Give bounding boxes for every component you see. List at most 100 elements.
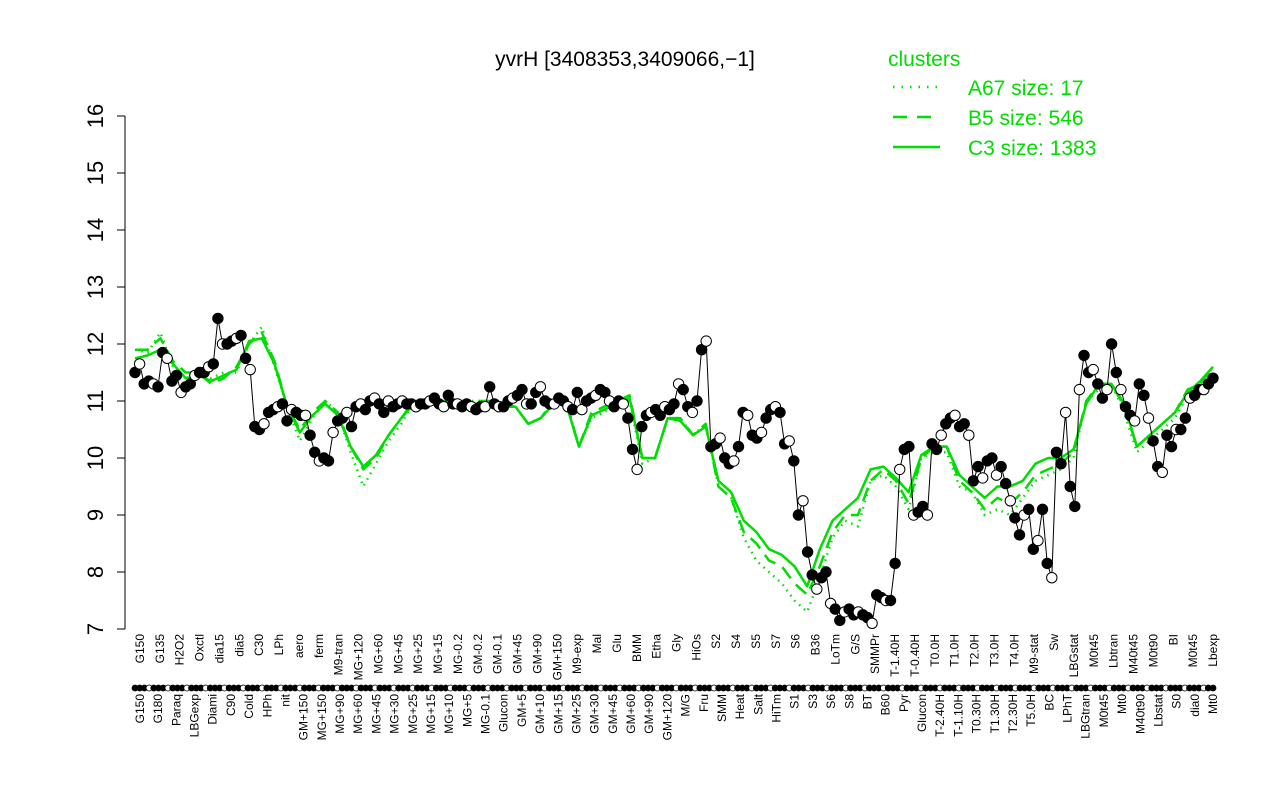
x-tick-label-bottom: SMM xyxy=(715,694,729,722)
x-tick-label-bottom: Diami xyxy=(206,694,220,725)
x-tick-label-top: MG+25 xyxy=(411,634,425,674)
data-point xyxy=(986,452,998,464)
x-tick-label-top: M9-stat xyxy=(1027,633,1041,674)
data-point xyxy=(742,409,754,421)
data-point xyxy=(516,383,528,396)
data-point xyxy=(1207,372,1219,384)
x-tick-label-top: S7 xyxy=(769,634,783,649)
data-point xyxy=(1161,429,1173,441)
x-tick-label-bottom: Cold xyxy=(242,694,256,719)
legend-label: C3 size: 1383 xyxy=(968,137,1096,160)
x-tick-label-bottom: GM+45 xyxy=(606,694,620,734)
x-tick-label-bottom: GM+25 xyxy=(570,694,584,734)
data-point xyxy=(1022,503,1035,515)
x-tick-label-bottom: M0t45 xyxy=(1097,694,1111,728)
x-tick-label-top: MG+15 xyxy=(431,634,445,674)
data-point xyxy=(1175,423,1187,436)
data-point xyxy=(1036,503,1049,515)
x-tick-label-top: Lbexp xyxy=(1206,634,1220,667)
data-point xyxy=(686,406,699,419)
data-point xyxy=(654,409,666,421)
x-tick-label-top: H2O2 xyxy=(173,634,187,666)
x-tick-label-top: M0t90 xyxy=(1146,634,1160,668)
legend-title: clusters xyxy=(888,48,960,71)
data-point xyxy=(281,415,293,427)
data-point xyxy=(930,443,943,456)
x-tick-label-top: GM+90 xyxy=(530,634,544,674)
x-tick-label-bottom: BC xyxy=(1042,694,1056,711)
data-point xyxy=(958,418,970,430)
data-point xyxy=(774,406,786,419)
data-point xyxy=(576,403,588,416)
x-tick-label-bottom: MG+90 xyxy=(333,694,347,734)
data-point xyxy=(677,383,689,396)
data-point xyxy=(820,566,832,578)
x-tick-label-bottom: Glucon xyxy=(915,694,929,732)
data-point xyxy=(1129,415,1141,427)
data-point xyxy=(1055,458,1067,470)
x-tick-label-bottom: G150 xyxy=(133,694,147,724)
x-tick-label-top: LPh xyxy=(272,634,286,655)
x-tick-label-bottom: B60 xyxy=(879,694,893,716)
x-tick-label-top: M9-tran xyxy=(332,634,346,675)
data-point xyxy=(884,594,897,607)
data-point xyxy=(636,420,648,433)
x-tick-label-top: T4.0H xyxy=(1007,634,1021,667)
data-point xyxy=(1000,477,1012,490)
data-point xyxy=(170,369,183,382)
data-point xyxy=(631,463,643,476)
data-point xyxy=(1059,406,1072,419)
x-tick-label-top: BI xyxy=(1166,634,1180,645)
data-point xyxy=(276,398,289,410)
y-axis: 7 8 9 10 11 12 13 14 15 16 xyxy=(83,104,126,635)
x-tick-label-bottom: GM+30 xyxy=(588,694,602,734)
x-tick-label-bottom: T-1.10H xyxy=(951,694,965,737)
x-tick-label-bottom: S6 xyxy=(824,694,838,709)
data-point xyxy=(1165,440,1178,453)
x-tick-label-top: M0t45 xyxy=(1186,634,1200,668)
x-axis-labels: G150 G135 H2O2 Oxctl dia15 dia5 C30 LPh aero ferm… xyxy=(131,633,1220,740)
data-point xyxy=(1138,389,1150,401)
data-point xyxy=(977,472,989,484)
x-tick-label-top: Sw xyxy=(1047,634,1061,651)
x-tick-label-bottom: C90 xyxy=(224,694,238,716)
data-point xyxy=(304,429,316,441)
data-point xyxy=(834,614,846,627)
data-point xyxy=(1046,572,1058,584)
y-tick-label: 13 xyxy=(83,275,108,299)
x-tick-label-top: T1.0H xyxy=(948,634,962,667)
data-point xyxy=(783,435,795,447)
x-tick-label-bottom: dia0 xyxy=(1188,694,1202,717)
data-point xyxy=(309,446,321,458)
y-tick-label: 9 xyxy=(83,509,108,521)
x-tick-label-bottom: Lbstat xyxy=(1151,693,1165,726)
data-point xyxy=(626,443,639,456)
x-tick-label-top: G150 xyxy=(133,634,147,664)
y-tick-label: 10 xyxy=(83,446,108,470)
data-point xyxy=(525,398,537,410)
data-point xyxy=(811,583,823,595)
data-point xyxy=(797,495,809,507)
data-point xyxy=(1147,435,1159,447)
data-point xyxy=(972,460,984,473)
data-point xyxy=(1027,543,1040,555)
cluster-line-solid xyxy=(134,337,1214,588)
x-tick-label-bottom: LBGtran xyxy=(1079,694,1093,739)
x-tick-label-top: S5 xyxy=(749,634,763,649)
x-tick-label-bottom: MG-0.1 xyxy=(479,694,493,734)
x-tick-label-top: T-0.40H xyxy=(908,634,922,677)
data-point xyxy=(327,426,339,439)
x-tick-label-top: G135 xyxy=(153,634,167,664)
data-point xyxy=(728,455,740,467)
data-point xyxy=(668,398,680,410)
x-tick-label-bottom: Glucon xyxy=(497,694,511,732)
x-tick-label-top: MG+45 xyxy=(391,634,405,674)
cluster-line-dotted xyxy=(134,325,1215,614)
x-tick-label-bottom: S1 xyxy=(788,694,802,709)
data-point xyxy=(1105,338,1118,350)
x-tick-label-bottom: T0.30H xyxy=(970,694,984,733)
x-tick-label-bottom: T5.0H xyxy=(1024,694,1038,727)
data-point xyxy=(442,389,454,401)
data-point xyxy=(1087,363,1099,376)
data-point xyxy=(903,440,915,453)
